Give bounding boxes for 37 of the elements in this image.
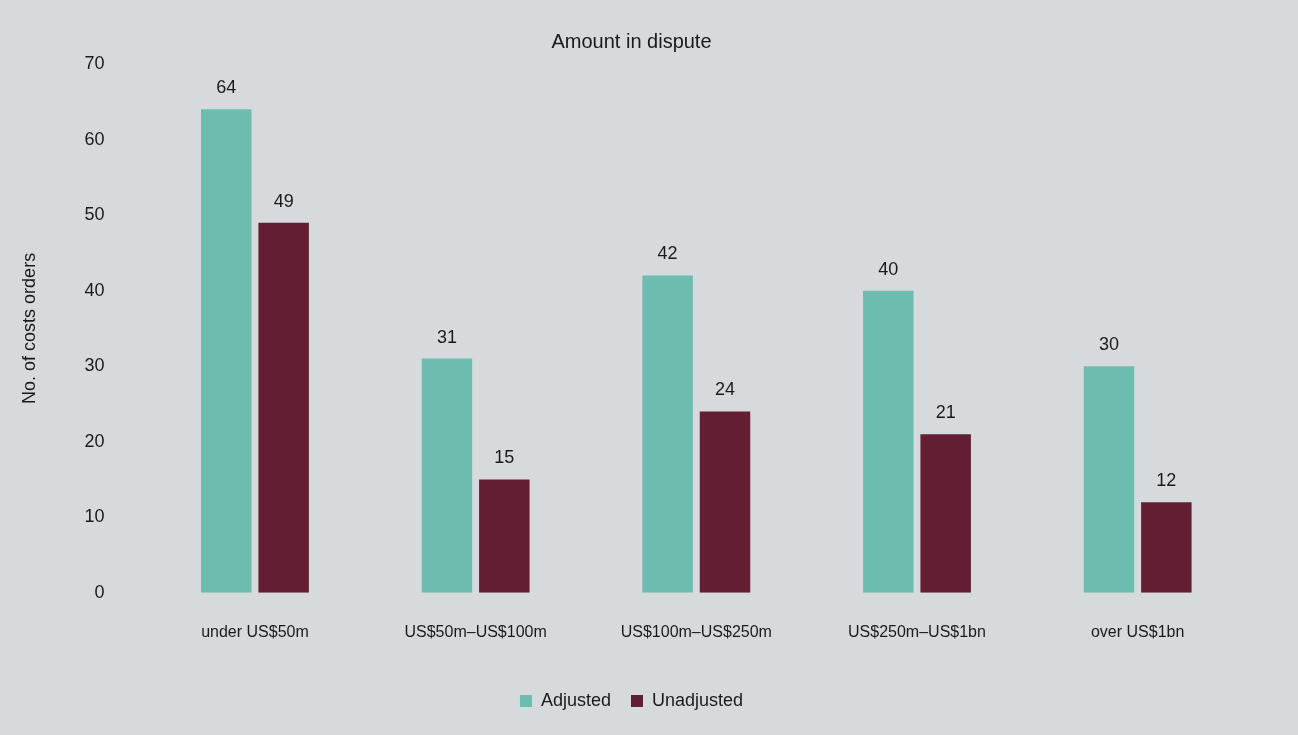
x-tick-label: US$100m–US$250m <box>620 622 772 640</box>
data-label: 21 <box>935 402 956 423</box>
x-tick-label: US$250m–US$1bn <box>848 622 986 640</box>
bar <box>1083 366 1135 593</box>
bar <box>479 479 530 593</box>
data-label: 12 <box>1156 470 1177 491</box>
data-label: 30 <box>1098 334 1119 355</box>
y-tick-label: 70 <box>84 52 105 73</box>
data-label: 15 <box>494 447 515 468</box>
y-tick-label: 40 <box>84 279 105 300</box>
data-label: 49 <box>273 190 294 211</box>
bar <box>642 275 693 593</box>
legend-label: Adjusted <box>540 689 612 710</box>
y-tick-label: 0 <box>94 581 105 602</box>
legend-label: Unadjusted <box>651 689 744 710</box>
x-tick-label: under US$50m <box>201 622 309 640</box>
y-tick-label: 10 <box>84 506 105 527</box>
bar <box>699 411 751 593</box>
bar <box>258 222 309 593</box>
data-label: 64 <box>216 77 237 98</box>
y-tick-label: 20 <box>84 430 105 451</box>
data-label: 31 <box>436 326 457 347</box>
bar <box>201 109 252 593</box>
chart-title: Amount in dispute <box>551 29 712 52</box>
y-tick-label: 50 <box>84 204 105 225</box>
bar <box>1141 502 1192 593</box>
x-tick-label: US$50m–US$100m <box>404 622 547 640</box>
data-label: 40 <box>878 258 899 279</box>
bar <box>421 358 473 593</box>
data-label: 42 <box>657 243 678 264</box>
y-tick-label: 60 <box>84 128 105 149</box>
y-tick-label: 30 <box>84 355 105 376</box>
data-label: 24 <box>714 379 736 400</box>
bar <box>863 290 914 593</box>
x-tick-label: over US$1bn <box>1090 622 1185 640</box>
y-axis-title: No. of costs orders <box>18 252 39 404</box>
bar <box>920 434 971 593</box>
